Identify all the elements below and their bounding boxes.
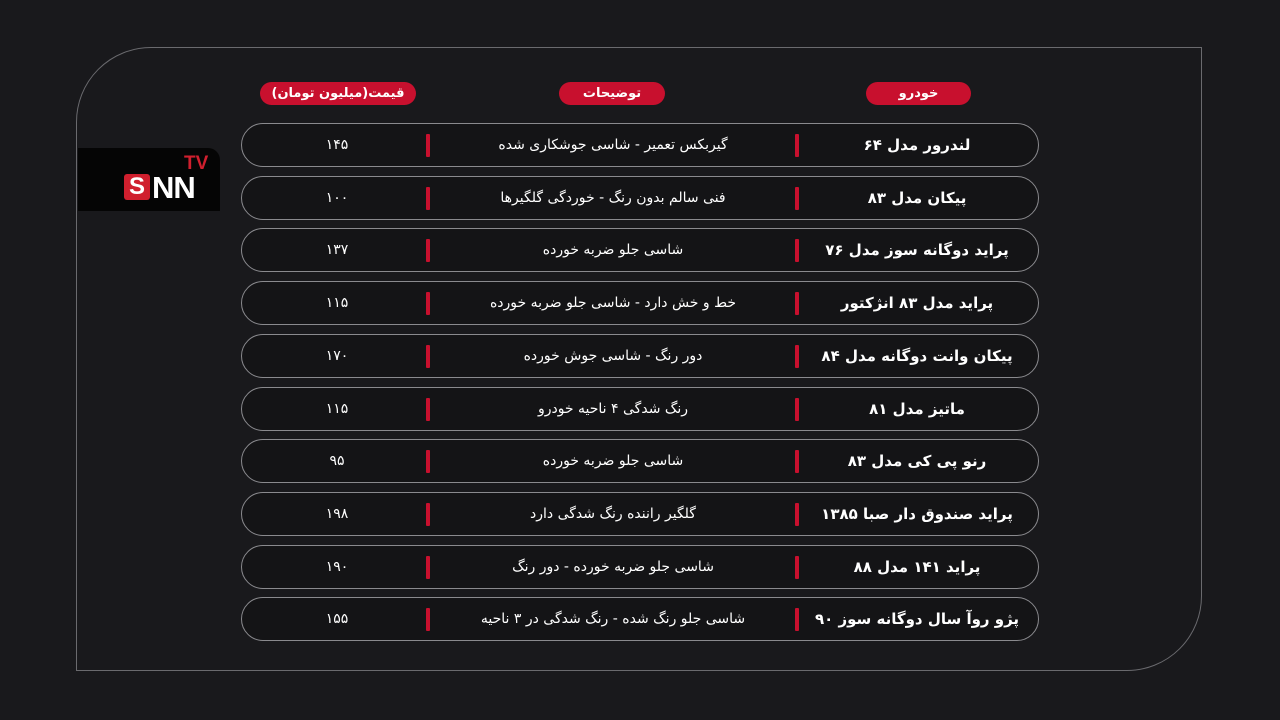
car-description: رنگ شدگی ۴ ناحیه خودرو xyxy=(537,400,689,417)
column-separator xyxy=(795,344,799,368)
header-car: خودرو xyxy=(866,82,971,105)
table-row: پژو روآ سال دوگانه سوز ۹۰ شاسی جلو رنگ ش… xyxy=(241,597,1039,642)
content-frame xyxy=(76,47,1202,671)
column-separator xyxy=(426,239,430,263)
car-price: ۱۹۰ xyxy=(325,558,349,575)
table-row: پیکان مدل ۸۳ فنی سالم بدون رنگ - خوردگی … xyxy=(241,175,1039,220)
car-description: شاسی جلو ضربه خورده xyxy=(542,453,684,470)
snn-tv-logo: S NN TV xyxy=(78,148,220,211)
car-name: پراید مدل ۸۳ انژکتور xyxy=(840,294,994,313)
column-separator xyxy=(426,555,430,579)
column-separator xyxy=(426,134,430,157)
car-price: ۱۱۵ xyxy=(325,295,349,312)
column-separator xyxy=(795,186,799,210)
car-price: ۱۱۵ xyxy=(325,400,349,417)
column-separator xyxy=(795,134,799,157)
table-row: پیکان وانت دوگانه مدل ۸۴ دور رنگ - شاسی … xyxy=(241,333,1039,378)
car-description: شاسی جلو ضربه خورده - دور رنگ xyxy=(512,558,714,575)
column-separator xyxy=(426,292,430,316)
car-name: ماتیز مدل ۸۱ xyxy=(869,399,965,418)
car-name: رنو پی کی مدل ۸۳ xyxy=(847,452,987,471)
car-description: خط و خش دارد - شاسی جلو ضربه خورده xyxy=(489,295,737,312)
car-description: دور رنگ - شاسی جوش خورده xyxy=(523,347,703,364)
column-separator xyxy=(426,397,430,421)
car-name: پراید دوگانه سوز مدل ۷۶ xyxy=(825,241,1009,260)
car-description: گلگیر راننده رنگ شدگی دارد xyxy=(530,505,696,522)
car-description: فنی سالم بدون رنگ - خوردگی گلگیرها xyxy=(500,189,726,206)
car-description: گیربکس تعمیر - شاسی جوشکاری شده xyxy=(498,137,728,153)
car-description: شاسی جلو رنگ شده - رنگ شدگی در ۳ ناحیه xyxy=(480,611,746,628)
logo-s: S xyxy=(124,174,150,200)
car-name: پیکان وانت دوگانه مدل ۸۴ xyxy=(821,346,1013,365)
table-row: پراید مدل ۸۳ انژکتور خط و خش دارد - شاسی… xyxy=(241,281,1039,326)
header-price: قیمت(میلیون تومان) xyxy=(260,82,416,105)
logo-nn: NN xyxy=(152,170,196,205)
car-price: ۹۵ xyxy=(329,453,345,470)
column-separator xyxy=(795,397,799,421)
column-separator xyxy=(426,608,430,632)
car-price: ۱۳۷ xyxy=(325,242,349,259)
column-separator xyxy=(795,608,799,632)
car-price: ۱۹۸ xyxy=(325,505,349,522)
car-price: ۱۰۰ xyxy=(325,189,349,206)
table-row: لندرور مدل ۶۴ گیربکس تعمیر - شاسی جوشکار… xyxy=(241,123,1039,167)
column-separator xyxy=(426,344,430,368)
car-name: پراید ۱۴۱ مدل ۸۸ xyxy=(853,557,981,576)
car-price: ۱۵۵ xyxy=(325,611,349,628)
car-name: پیکان مدل ۸۳ xyxy=(867,188,967,207)
table-row: رنو پی کی مدل ۸۳ شاسی جلو ضربه خورده ۹۵ xyxy=(241,439,1039,484)
table-row: ماتیز مدل ۸۱ رنگ شدگی ۴ ناحیه خودرو ۱۱۵ xyxy=(241,386,1039,431)
car-price: ۱۷۰ xyxy=(325,347,349,364)
header-description: توضیحات xyxy=(559,82,665,105)
table-row: پراید ۱۴۱ مدل ۸۸ شاسی جلو ضربه خورده - د… xyxy=(241,544,1039,589)
column-separator xyxy=(795,502,799,526)
column-separator xyxy=(426,186,430,210)
car-name: لندرور مدل ۶۴ xyxy=(863,136,971,154)
table-row: پراید صندوق دار صبا ۱۳۸۵ گلگیر راننده رن… xyxy=(241,491,1039,536)
car-price: ۱۴۵ xyxy=(325,137,349,153)
column-separator xyxy=(795,450,799,474)
column-separator xyxy=(795,292,799,316)
logo-tv: TV xyxy=(184,153,209,174)
column-separator xyxy=(795,239,799,263)
column-separator xyxy=(795,555,799,579)
column-separator xyxy=(426,502,430,526)
column-separator xyxy=(426,450,430,474)
car-name: پژو روآ سال دوگانه سوز ۹۰ xyxy=(814,610,1020,629)
car-description: شاسی جلو ضربه خورده xyxy=(542,242,684,259)
table-row: پراید دوگانه سوز مدل ۷۶ شاسی جلو ضربه خو… xyxy=(241,228,1039,273)
car-name: پراید صندوق دار صبا ۱۳۸۵ xyxy=(821,504,1013,523)
